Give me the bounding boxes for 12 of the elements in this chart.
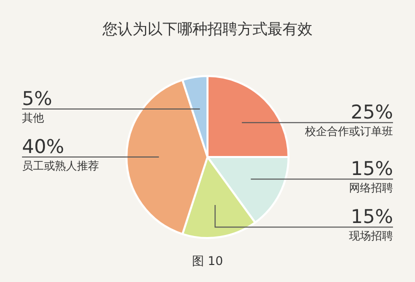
slice-label: 网络招聘 — [349, 181, 393, 194]
slice-label: 其他 — [22, 111, 44, 124]
data-label: 15% — [350, 158, 393, 180]
data-label: 15% — [350, 206, 393, 228]
slice-label: 校企合作或订单班 — [304, 124, 393, 138]
slice-label: 现场招聘 — [349, 229, 393, 242]
data-label: 5% — [22, 88, 52, 110]
caption: 图 10 — [192, 254, 224, 268]
data-label: 25% — [350, 102, 393, 124]
chart-title: 您认为以下哪种招聘方式最有效 — [102, 20, 312, 38]
data-label: 40% — [22, 136, 64, 158]
slice-label: 员工或熟人推荐 — [22, 159, 99, 172]
